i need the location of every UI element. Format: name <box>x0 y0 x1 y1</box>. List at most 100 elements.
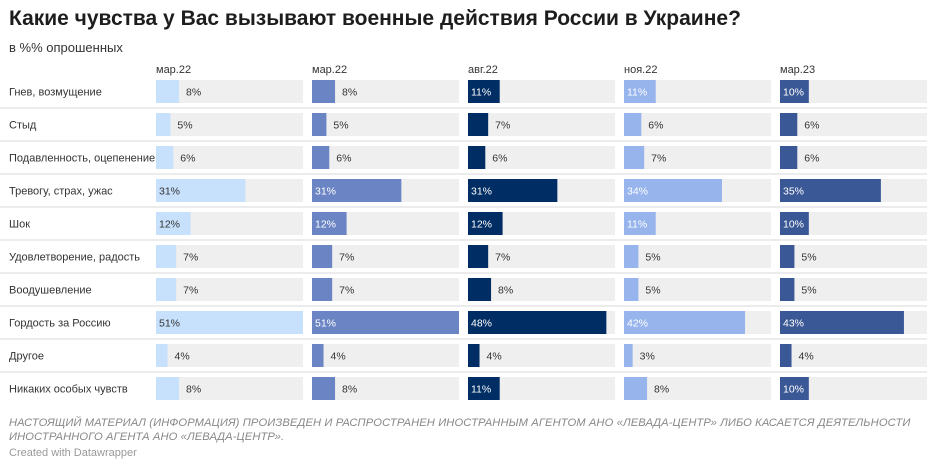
bar-chart: мар.22 мар.22 авг.22 ноя.22 мар.23 Гнев, возм… <box>0 64 927 400</box>
bar <box>780 146 798 169</box>
bar <box>156 80 180 103</box>
bar-track <box>780 146 927 169</box>
data-label: 51% <box>159 318 180 330</box>
bar <box>780 245 795 268</box>
data-label: 11% <box>627 87 647 99</box>
bar-track <box>468 245 615 268</box>
data-label: 4% <box>331 351 346 363</box>
bar <box>468 146 486 169</box>
data-label: 35% <box>783 186 804 198</box>
bar-track <box>624 278 771 301</box>
category-label: Шок <box>9 219 30 231</box>
data-label: 4% <box>175 351 190 363</box>
bar <box>312 377 336 400</box>
bar <box>156 245 177 268</box>
bar-track <box>312 212 459 235</box>
bar <box>468 311 607 334</box>
bar <box>312 311 459 334</box>
bar <box>156 344 168 367</box>
category-label: Подавленность, оцепенение <box>9 153 155 165</box>
bar <box>624 80 656 103</box>
bar-track <box>624 344 771 367</box>
bar-track <box>156 344 303 367</box>
bar <box>780 311 904 334</box>
bar-track <box>312 146 459 169</box>
bar-track <box>624 377 771 400</box>
bar-track <box>156 113 303 136</box>
data-label: 43% <box>783 318 804 330</box>
bar <box>624 344 633 367</box>
bar-track <box>156 146 303 169</box>
bar <box>780 179 881 202</box>
bar <box>156 311 303 334</box>
bar-track <box>780 245 927 268</box>
chart-subtitle: в %% опрошенных <box>9 40 123 55</box>
bar-track <box>156 212 303 235</box>
data-label: 11% <box>471 384 491 396</box>
category-label: Никаких особых чувств <box>9 384 128 396</box>
data-label: 5% <box>177 120 192 132</box>
bar-track <box>156 377 303 400</box>
bar-track <box>780 344 927 367</box>
bar-track <box>156 80 303 103</box>
data-label: 6% <box>336 153 351 165</box>
category-label: Гнев, возмущение <box>9 87 102 99</box>
bar <box>156 212 191 235</box>
data-label: 11% <box>471 87 491 99</box>
bar-track <box>156 245 303 268</box>
data-label: 6% <box>180 153 195 165</box>
bar <box>780 278 795 301</box>
data-label: 31% <box>159 186 180 198</box>
data-label: 34% <box>627 186 648 198</box>
bar <box>468 245 489 268</box>
data-label: 10% <box>783 384 804 396</box>
data-label: 8% <box>498 285 513 297</box>
bar <box>312 212 347 235</box>
data-label: 11% <box>627 219 647 231</box>
bar <box>312 179 402 202</box>
column-header: мар.22 <box>312 64 347 76</box>
bar <box>780 113 798 136</box>
bar <box>468 377 500 400</box>
category-label: Стыд <box>9 120 37 132</box>
bar <box>624 377 648 400</box>
bar-track <box>624 80 771 103</box>
data-label: 7% <box>339 252 354 264</box>
chart-title: Какие чувства у Вас вызывают военные дей… <box>9 7 741 30</box>
bar <box>780 344 792 367</box>
data-label: 12% <box>315 219 336 231</box>
bar-track <box>468 146 615 169</box>
bar <box>468 113 489 136</box>
data-label: 12% <box>159 219 180 231</box>
bar-track <box>624 245 771 268</box>
data-label: 7% <box>339 285 354 297</box>
bar <box>468 179 558 202</box>
data-label: 6% <box>492 153 507 165</box>
bar <box>156 377 180 400</box>
data-label: 5% <box>645 285 660 297</box>
bar <box>312 146 330 169</box>
bar <box>468 212 503 235</box>
bar <box>156 278 177 301</box>
bar-track <box>780 80 927 103</box>
data-label: 10% <box>783 87 804 99</box>
data-label: 7% <box>495 252 510 264</box>
bar-track <box>780 278 927 301</box>
data-label: 5% <box>645 252 660 264</box>
bar <box>624 245 639 268</box>
bar-track <box>468 344 615 367</box>
bar-track <box>624 212 771 235</box>
data-label: 8% <box>654 384 669 396</box>
bar-track <box>780 377 927 400</box>
bar-track <box>312 377 459 400</box>
bar <box>312 344 324 367</box>
column-header: ноя.22 <box>624 64 657 76</box>
data-label: 7% <box>651 153 666 165</box>
data-label: 5% <box>333 120 348 132</box>
column-header: мар.23 <box>780 64 815 76</box>
data-label: 3% <box>640 351 655 363</box>
column-header: мар.22 <box>156 64 191 76</box>
category-label: Другое <box>9 351 44 363</box>
data-label: 8% <box>186 384 201 396</box>
data-label: 6% <box>804 120 819 132</box>
